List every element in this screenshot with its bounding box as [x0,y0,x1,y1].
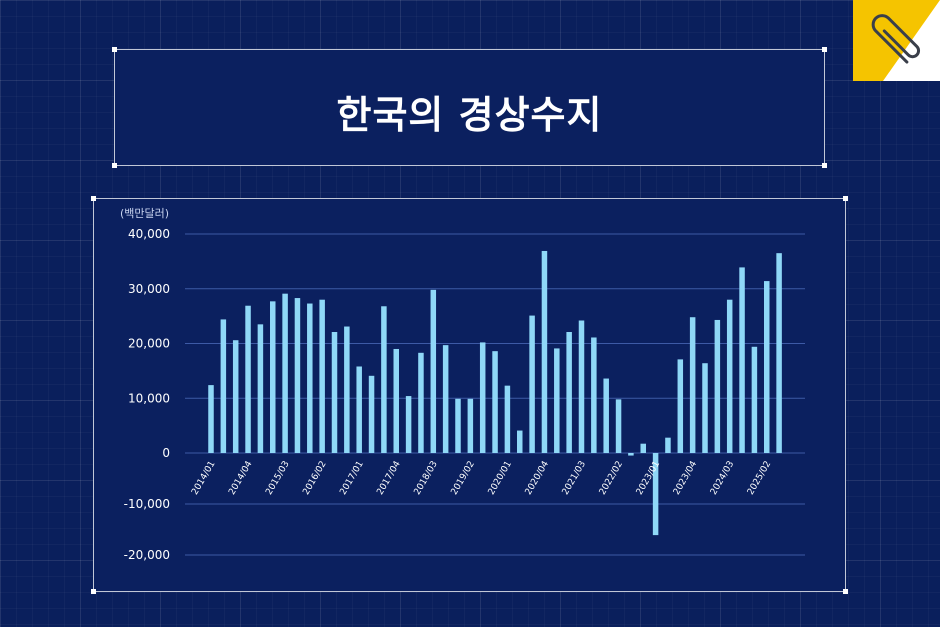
bar [393,348,399,453]
bars [208,250,782,536]
x-tick-label: 2021/03 [561,460,588,497]
bar [689,317,696,453]
x-tick-label: 2017/04 [375,459,402,497]
bar [294,298,301,453]
chart-box [91,196,848,594]
bar [232,340,239,453]
bar [615,399,622,453]
bar [418,352,424,453]
bar [270,301,276,453]
bar [566,332,572,453]
bar [504,385,511,453]
corner-handle [822,163,827,168]
bar [220,319,227,453]
x-tick-label: 2020/01 [487,460,514,497]
bar [467,398,474,453]
x-tick-label: 2018/03 [413,460,440,497]
corner-handle [91,196,96,201]
bar [517,430,523,453]
x-tick-label: 2016/02 [301,460,328,497]
y-tick-label: 40,000 [128,227,170,241]
bar [430,289,437,453]
x-tick-label: 2014/01 [190,460,217,497]
bar [455,398,461,453]
bar [714,319,721,453]
bar [529,315,535,453]
corner-handle [112,163,117,168]
bar [442,345,449,453]
x-tick-label: 2025/02 [746,460,773,497]
bar [257,324,264,453]
bar [677,359,684,453]
x-tick-label: 2014/04 [227,459,254,497]
x-tick-label: 2017/01 [338,460,365,497]
bar [307,303,313,453]
bar [368,375,375,453]
paperclip-icon [853,0,940,81]
x-tick-label: 2020/04 [524,459,551,497]
bar [764,281,770,453]
bar [702,363,708,453]
bar [541,250,548,453]
bar [208,385,214,453]
corner-handle [843,196,848,201]
y-tick-label: 20,000 [128,337,170,351]
bar [356,366,362,453]
grid-layer [185,233,805,556]
bar [245,305,251,453]
bar [665,437,671,453]
corner-handle [112,47,117,52]
bar [554,348,560,453]
y-tick-label: 0 [162,446,170,460]
bar [726,299,733,453]
x-tick-label: 2022/02 [598,460,625,497]
y-tick-label: -10,000 [124,497,170,511]
bar [344,326,350,453]
bar [492,351,498,453]
bar [652,453,659,536]
y-tick-label: 30,000 [128,282,170,296]
bar [776,253,782,453]
bar [739,267,745,453]
unit-label: (백만달러) [120,207,169,220]
corner-handle [822,47,827,52]
bar [578,320,585,453]
bar [282,293,288,453]
x-tick-label: 2019/02 [450,460,477,497]
x-tick-label: 2024/03 [709,460,736,497]
corner-handle [91,589,96,594]
x-axis: 2014/01 2014/04 2015/03 2016/02 2017/01 2017/… [190,459,773,497]
bar [751,346,758,453]
y-axis: 40,000 30,000 20,000 10,000 0 -10,000 -20,000 [124,227,170,562]
bar [405,396,412,453]
x-tick-label: 2023/04 [672,459,699,497]
paperclip-tab [853,0,940,81]
bar [640,443,646,453]
y-tick-label: -20,000 [124,548,170,562]
bar [381,306,387,453]
bar [319,299,325,453]
bar [479,342,486,453]
y-tick-label: 10,000 [128,391,170,405]
title-box: 한국의 경상수지 [112,47,827,168]
bar [628,453,634,456]
page-title: 한국의 경상수지 [336,93,603,137]
bar [331,332,338,453]
bar [591,337,597,453]
x-tick-label: 2015/03 [264,460,291,497]
bar [603,378,609,453]
corner-handle [843,589,848,594]
